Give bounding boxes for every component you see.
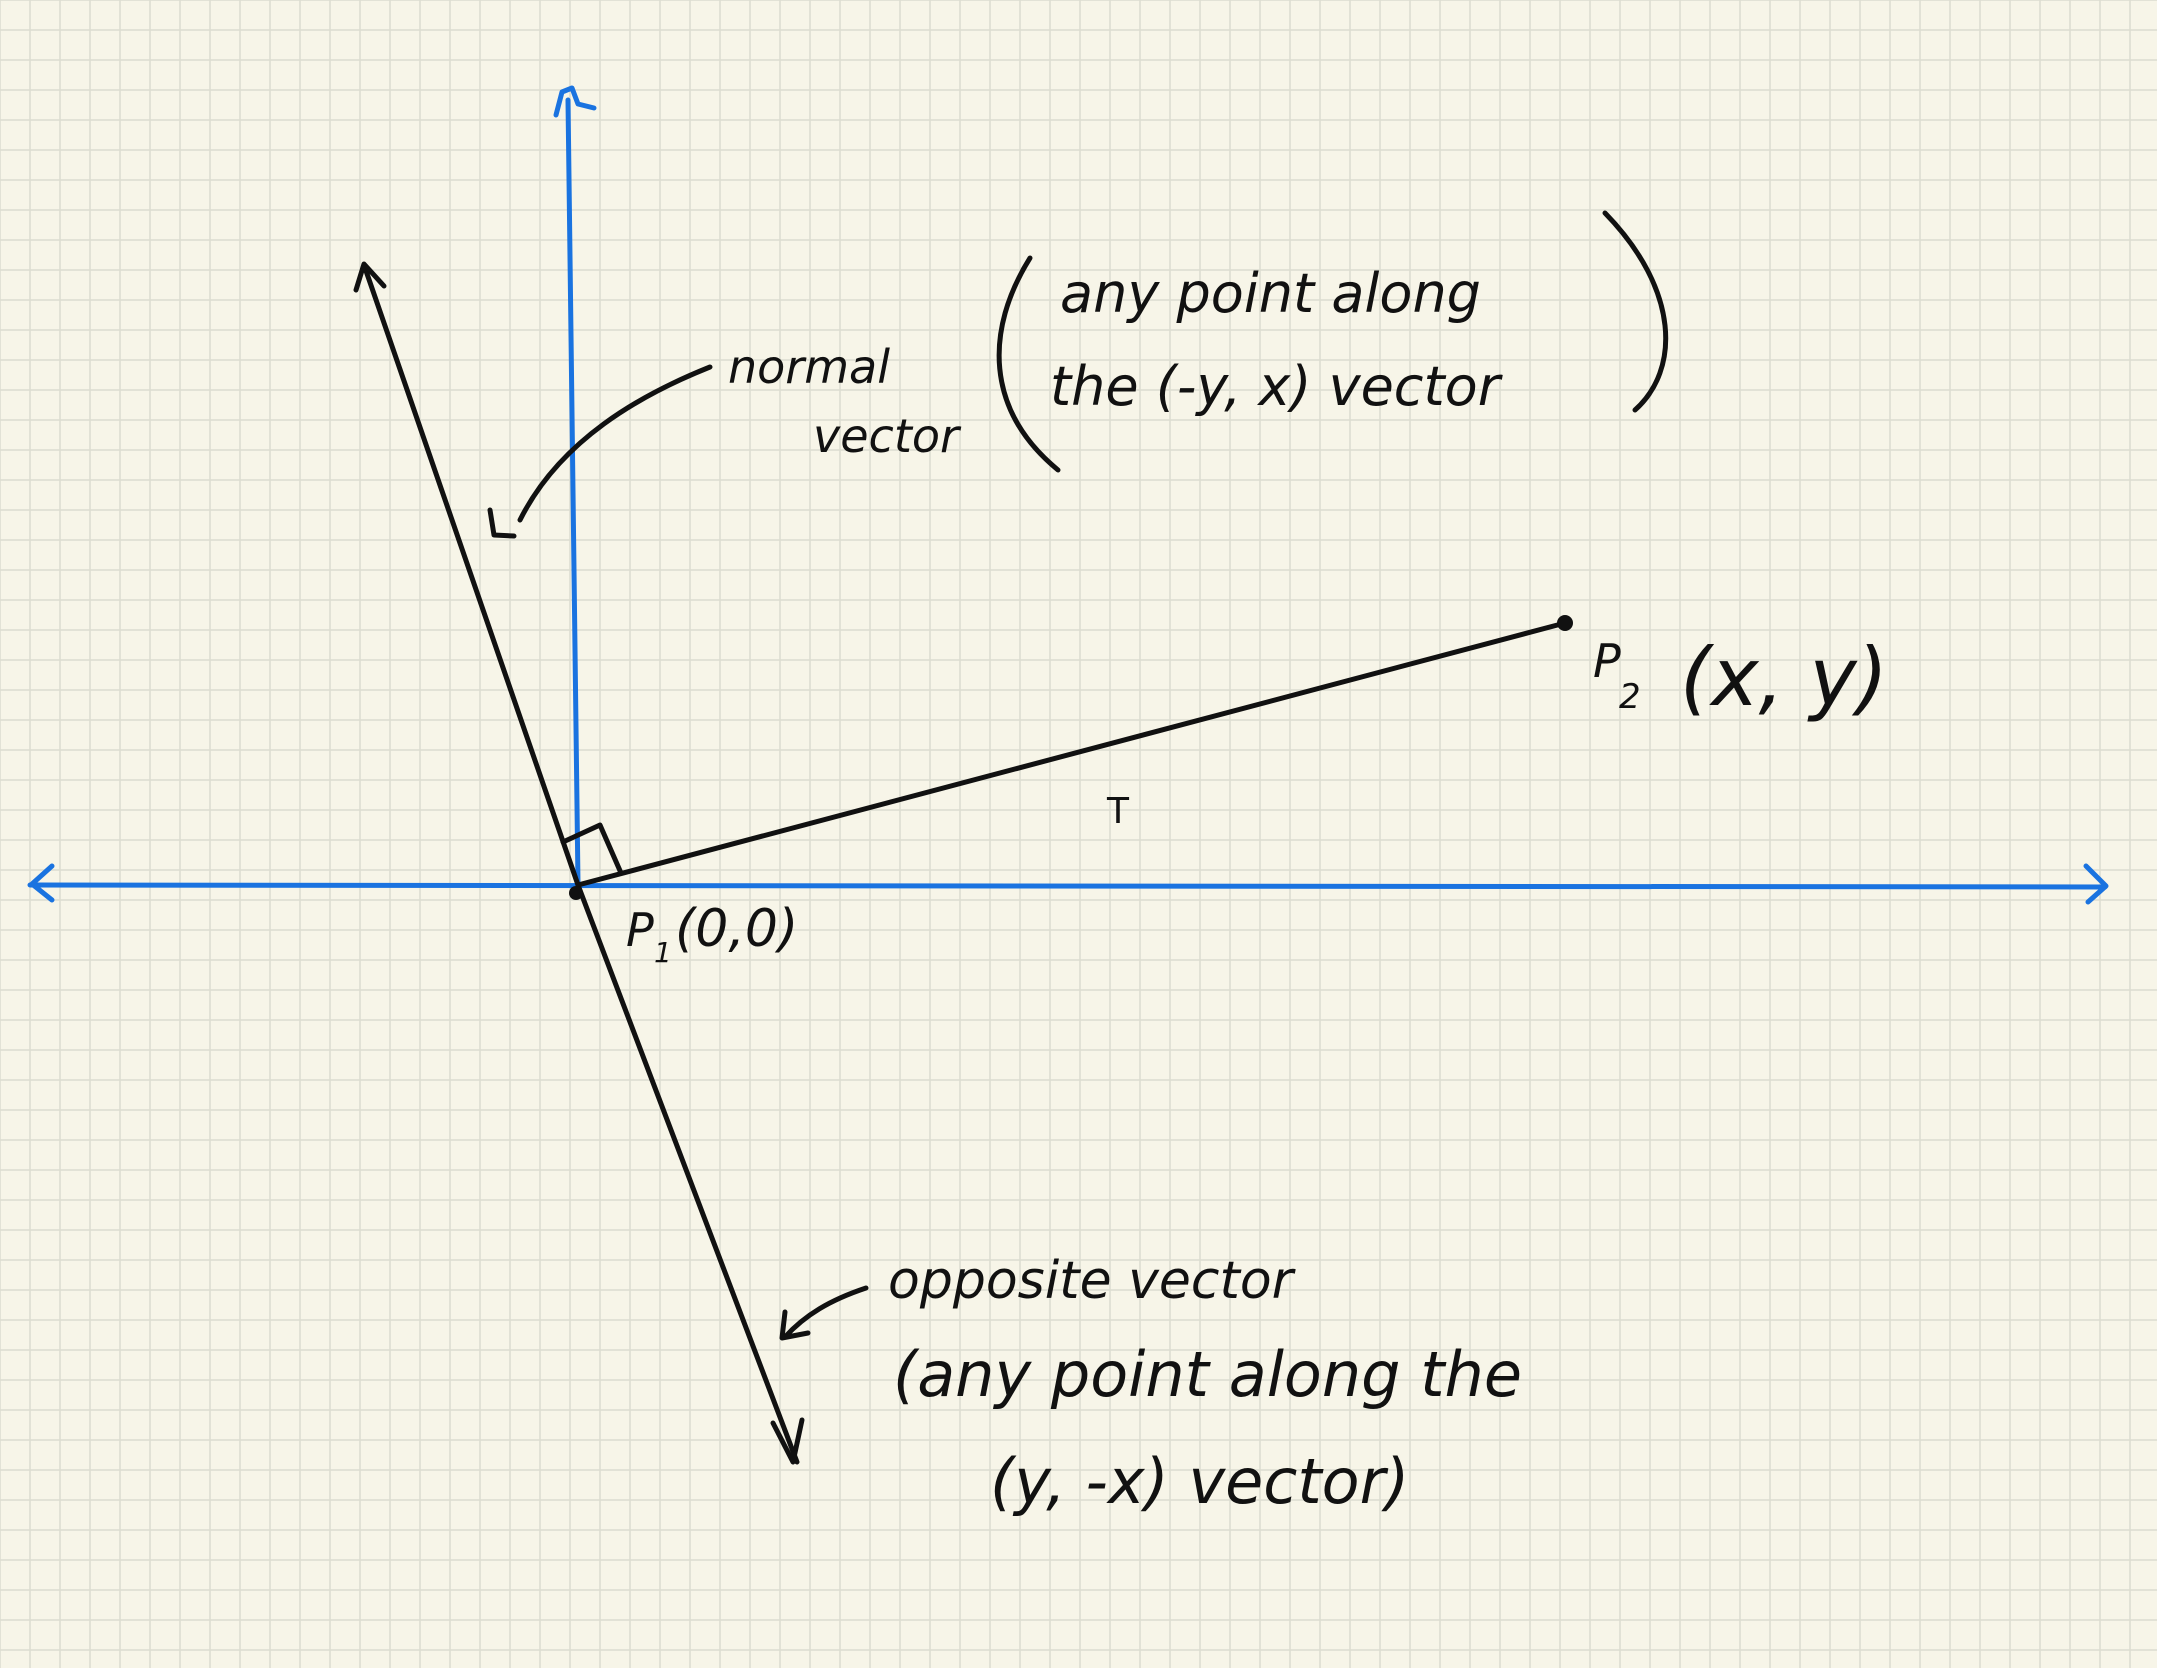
p2-coordinates: (x, y) bbox=[1680, 631, 1888, 724]
normal-desc-left-paren bbox=[996, 255, 1061, 473]
opposite-desc-line3: (y, -x) vector) bbox=[990, 1445, 1409, 1518]
p2-label: P bbox=[1593, 634, 1621, 688]
right-angle-marker bbox=[560, 822, 624, 876]
opposite-desc-line1: opposite vector bbox=[888, 1251, 1297, 1311]
p2-subscript: 2 bbox=[1619, 677, 1641, 717]
x-axis-right-arrow bbox=[2083, 863, 2109, 905]
normal-vector-line bbox=[361, 262, 581, 888]
vector-t-label: T bbox=[1106, 791, 1130, 832]
normal-desc-line2: the (-y, x) vector bbox=[1050, 355, 1503, 418]
normal-vector-arrowhead bbox=[353, 261, 387, 293]
normal-pointer-arrowhead bbox=[487, 507, 517, 539]
opposite-desc-line2: (any point along the bbox=[893, 1338, 1522, 1411]
normal-label-line2: vector bbox=[813, 409, 962, 463]
normal-desc-right-paren bbox=[1602, 210, 1669, 413]
vectors bbox=[353, 261, 1573, 1465]
normal-pointer-arrow bbox=[517, 364, 713, 523]
y-axis bbox=[565, 97, 581, 887]
x-axis-left-arrow bbox=[29, 863, 55, 903]
opposite-vector-line bbox=[575, 882, 800, 1465]
normal-desc-line1: any point along bbox=[1060, 262, 1481, 325]
x-axis bbox=[27, 882, 2108, 890]
normal-label-line1: normal bbox=[728, 340, 890, 394]
y-axis-arrow bbox=[553, 85, 597, 118]
opposite-pointer-arrow bbox=[782, 1285, 869, 1340]
opposite-pointer-arrowhead bbox=[779, 1309, 811, 1341]
p1-subscript: 1 bbox=[654, 936, 672, 969]
opposite-vector-arrowhead bbox=[770, 1417, 805, 1465]
p1-coordinates: (0,0) bbox=[675, 899, 798, 959]
p1-point bbox=[569, 886, 583, 900]
vector-t-line bbox=[575, 620, 1568, 888]
p1-label: P bbox=[626, 903, 654, 957]
p2-point bbox=[1557, 615, 1573, 631]
coordinate-axes bbox=[27, 85, 2109, 905]
